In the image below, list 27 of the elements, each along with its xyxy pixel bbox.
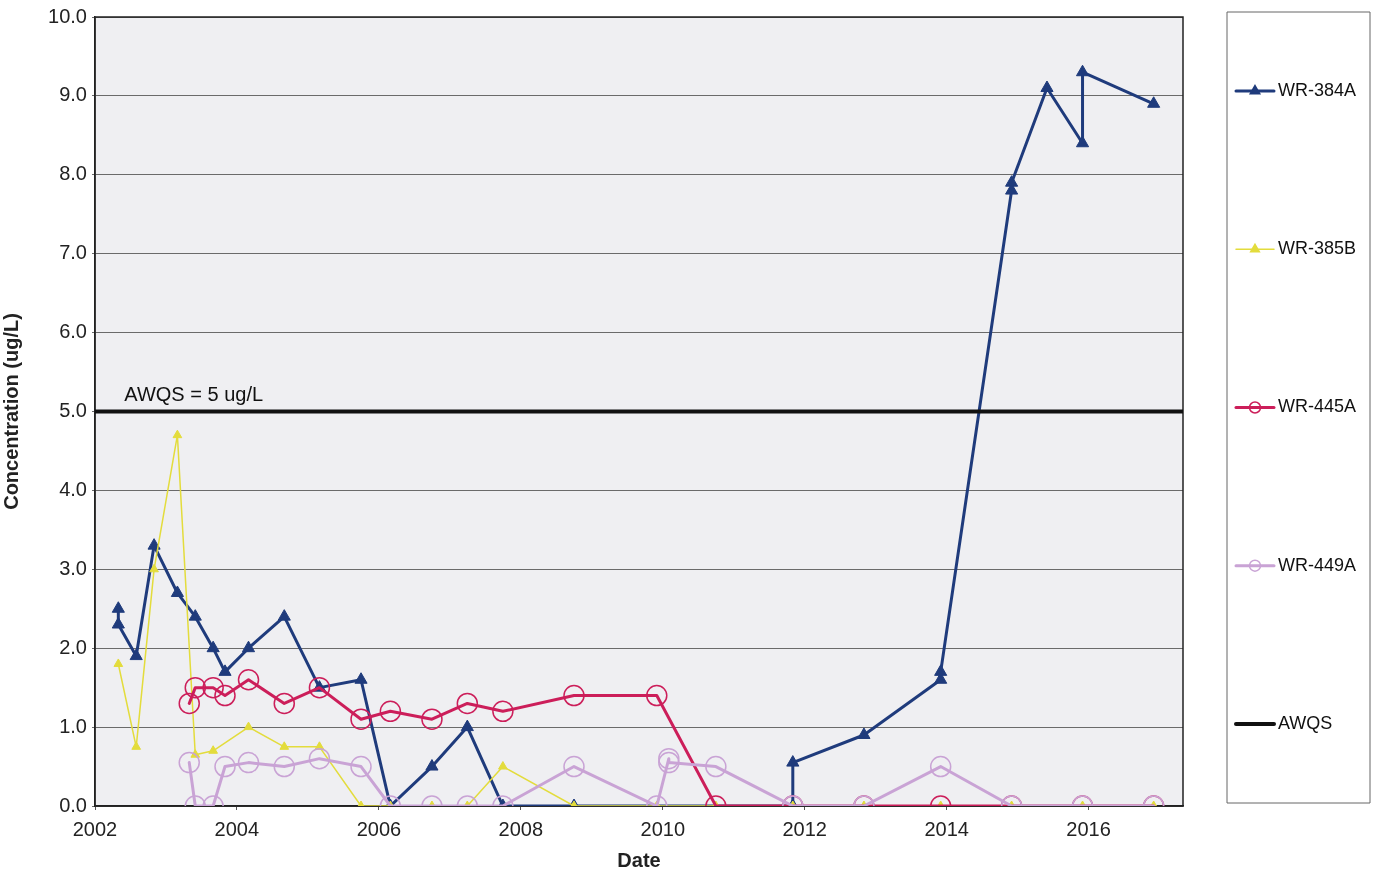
y-tick-label: 7.0 [59,241,87,264]
y-axis-title: Concentration (ug/L) [0,313,22,510]
legend-label: AWQS [1278,712,1333,733]
y-tick-label: 2.0 [59,635,87,658]
legend-label: WR-445A [1278,396,1357,417]
legend-label: WR-385B [1278,238,1357,259]
legend-label: WR-384A [1278,80,1357,101]
annotation: AWQS = 5 ug/L [124,383,264,406]
x-tick-label: 2004 [214,817,260,840]
x-tick-label: 2008 [498,817,544,840]
x-axis-title: Date [617,848,661,871]
y-tick-label: 9.0 [59,83,87,106]
x-tick-label: 2014 [924,817,969,840]
x-tick-label: 2016 [1066,817,1111,840]
y-tick-label: 5.0 [59,399,87,422]
y-tick-label: 10.0 [48,4,87,27]
y-tick-label: 3.0 [59,556,87,579]
x-tick-label: 2006 [356,817,402,840]
y-tick-label: 8.0 [59,162,87,185]
y-tick-label: 6.0 [59,320,87,343]
x-tick-label: 2002 [72,817,118,840]
y-tick-label: 4.0 [59,477,87,500]
x-tick-label: 2012 [782,817,827,840]
y-tick-label: 0.0 [59,793,87,816]
x-tick-label: 2010 [640,817,686,840]
legend-label: WR-449A [1278,554,1357,575]
y-tick-label: 1.0 [59,714,87,737]
